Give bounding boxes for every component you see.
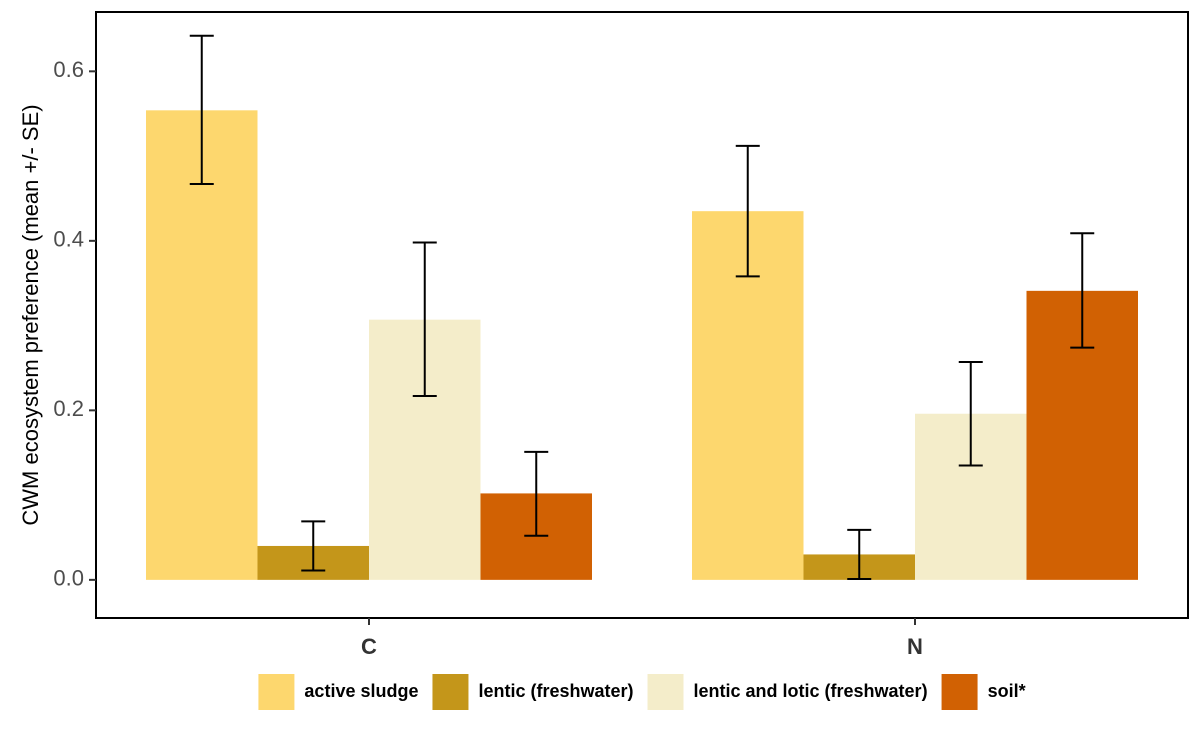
error-bars-layer bbox=[189, 34, 1095, 581]
error-bar-N-1 bbox=[847, 528, 872, 581]
error-bar-N-3 bbox=[1070, 232, 1095, 349]
y-axis-title: CWM ecosystem preference (mean +/- SE) bbox=[18, 104, 43, 525]
error-bar-N-0 bbox=[735, 144, 760, 278]
legend-swatch bbox=[941, 674, 978, 710]
plot-panel-border bbox=[95, 11, 1189, 619]
legend-item-0: active sludge bbox=[258, 674, 418, 710]
legend-swatch bbox=[647, 674, 684, 710]
bar-C-0 bbox=[146, 110, 258, 580]
y-tick-label: 0.6 bbox=[53, 57, 84, 82]
bars-layer bbox=[146, 110, 1138, 580]
legend-label: soil* bbox=[988, 681, 1026, 701]
y-tick-label: 0.4 bbox=[53, 227, 84, 252]
legend-label: lentic (freshwater) bbox=[478, 681, 633, 701]
legend-label: active sludge bbox=[304, 681, 418, 701]
error-bar-C-2 bbox=[412, 241, 437, 397]
error-bar-C-3 bbox=[524, 450, 549, 537]
x-category-label-N: N bbox=[907, 634, 923, 659]
legend: active sludge lentic (freshwater) lentic a… bbox=[258, 674, 1026, 710]
error-bar-C-0 bbox=[189, 34, 214, 186]
x-category-label-C: C bbox=[361, 634, 377, 659]
legend-item-1: lentic (freshwater) bbox=[432, 674, 634, 710]
y-tick-label: 0.2 bbox=[53, 396, 84, 421]
y-tick-label: 0.0 bbox=[53, 566, 84, 591]
error-bar-N-2 bbox=[958, 361, 983, 467]
y-axis: 0.0 0.2 0.4 0.6 bbox=[53, 57, 96, 591]
legend-label: lentic and lotic (freshwater) bbox=[694, 681, 928, 701]
error-bar-C-1 bbox=[301, 520, 326, 572]
legend-swatch bbox=[432, 674, 469, 710]
legend-item-3: soil* bbox=[941, 674, 1026, 710]
legend-swatch bbox=[258, 674, 295, 710]
legend-item-2: lentic and lotic (freshwater) bbox=[647, 674, 928, 710]
